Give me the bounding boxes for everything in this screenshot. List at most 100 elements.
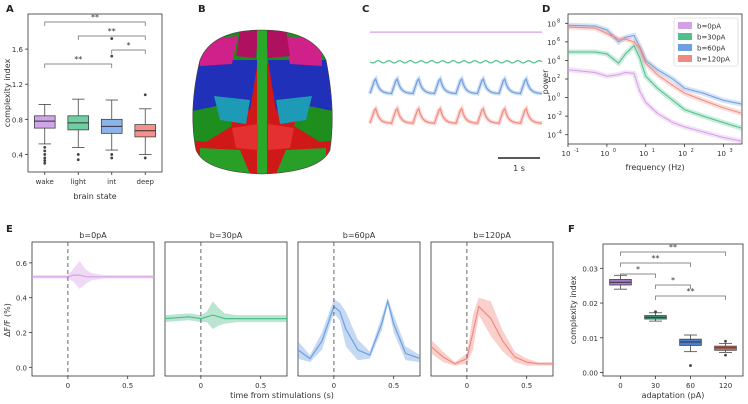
panel-d-power-spectrum: 10 -1 10 0 10 1 10 2 10 310 810 610 410 210 010 -210 -4 … [541,13,743,172]
panel-e-confidence-band [298,297,420,363]
panel-a-ylabel: complexity index [3,59,12,128]
panel-a-significance-bracket [44,21,146,26]
panel-letter-b: B [198,4,206,15]
panel-a-xtick-label: light [70,178,86,186]
panel-f-significance-label: ** [652,254,660,263]
panel-a-ytick-label: 1.6 [12,46,24,54]
panel-a-outlier [143,156,147,160]
panel-a-outlier [76,158,80,162]
panel-a-significance-label: ** [91,13,99,22]
panel-d-legend-label: b=0pA [697,23,721,31]
panel-a-outlier [43,159,47,162]
panel-c-trace [369,59,543,64]
panel-a-significance-bracket [77,35,146,40]
panel-f-ytick-label: 0.02 [582,300,598,308]
panel-a-xtick-label: deep [137,178,155,186]
panel-d-legend-box [673,17,739,67]
panel-letter-a: A [6,4,14,15]
panel-d-series-line [568,44,743,129]
panel-letter-c: C [362,4,369,15]
panel-e-subplot-frame [297,241,421,377]
panel-d-ylabel: power [541,69,550,94]
panel-d-xtick-exponent: -1 [574,148,579,154]
panel-f-xtick-label: 60 [686,382,695,390]
panel-a-outlier [43,161,47,165]
panel-d-xtick-label: 10 [639,150,648,158]
panel-f-significance-label: * [671,276,675,285]
panel-d-xtick-exponent: 1 [652,148,655,154]
panel-f-xtick-label: 0 [618,382,622,390]
panel-d-legend: b=0pA b=30pA b=60pA b=120pA [673,17,739,67]
panel-e-confidence-band [32,261,154,289]
panel-d-xtick-exponent: 2 [691,148,694,154]
panel-d-legend-swatch [678,44,692,51]
panel-d-ytick-exponent: 4 [557,55,560,61]
panel-e-subplot-title: b=120pA [473,231,511,240]
panel-d-ytick-exponent: 6 [557,37,560,43]
panel-f-significance-bracket [655,284,691,289]
panel-d-xtick-label: 10 [717,150,726,158]
panel-d-ytick-exponent: 0 [557,93,560,99]
panel-d-ytick-label: 10 [547,76,556,84]
panel-e-confidence-band [165,301,287,329]
panel-e-subplot-frame [164,241,288,377]
panel-a-box [33,115,56,129]
panel-f-ytick-label: 0.03 [582,265,598,273]
panel-a-significance-bracket [111,49,146,54]
panel-a-outlier [43,153,47,156]
panel-a-outlier [110,37,114,40]
panel-a-frame [27,13,163,173]
panel-a-outlier [110,153,114,156]
panel-f-frame [602,243,744,377]
panel-f-xtick-label: 120 [719,382,732,390]
panel-d-xtick-label: 10 [678,150,687,158]
panel-f-outlier [724,353,727,357]
panel-e-xtick-label: 0 [332,382,336,390]
panel-d-legend-swatch [678,22,692,29]
panel-d-series-line [567,69,743,142]
panel-e-mean-line [32,274,154,278]
panel-d-legend-label: b=30pA [697,34,726,42]
panel-f-xlabel: adaptation (pA) [642,391,705,400]
panel-letter-e: E [6,224,13,235]
panel-a-xlabel: brain state [73,192,116,201]
panel-d-ytick-label: 10 [547,20,556,28]
panel-d-ytick-exponent: -4 [557,130,562,136]
panel-e-ytick-label: 0.6 [16,260,28,268]
panel-e-xlabel: time from stimulations (s) [230,391,334,400]
panel-c-trace [369,77,543,95]
panel-a-outlier [110,54,114,58]
panel-e-ytick-label: 0.0 [16,364,27,372]
panel-e-xtick-label: 0 [66,382,70,390]
panel-f-significance-bracket [620,273,656,278]
panel-e-mean-line [164,314,287,320]
panel-d-legend-label: b=60pA [697,45,726,53]
panel-e-xtick-label: 0.5 [255,382,266,390]
panel-d-ytick-exponent: 8 [557,18,560,24]
panel-d-xlabel: frequency (Hz) [625,163,684,172]
panel-a-outlier [43,156,47,160]
panel-c-trace [369,107,543,124]
panel-e-subplot-title: b=0pA [79,231,107,240]
panel-e-stimulus-response: b=0pA 0 0.5 0.0 0.2 0.4 0.6 b=30pA 0 0.5 b=60pA 0 0.… [3,231,554,400]
panel-f-xtick-label: 30 [651,382,660,390]
panel-a-outlier [143,93,147,97]
panel-a-ytick-label: 0.4 [12,151,24,159]
panel-e-confidence-band [431,297,553,366]
panel-f-significance-label: ** [669,243,677,252]
panel-a-outlier [43,149,47,153]
panel-letter-f: F [568,224,575,235]
panel-f-ytick-label: 0.01 [582,335,598,343]
panel-a-significance-label: ** [74,55,82,64]
panel-d-ytick-exponent: -2 [557,111,562,117]
panel-e-xtick-label: 0 [465,382,469,390]
panel-a-outlier [110,156,114,160]
panel-c-scalebar-label: 1 s [513,164,525,173]
panel-f-ytick-label: 0.00 [582,370,598,378]
panel-d-ytick-label: 10 [547,132,556,140]
panel-d-series-line [567,24,743,105]
panel-e-subplot-frame [430,241,554,377]
panel-f-significance-bracket [655,295,726,300]
panel-f-outlier [654,310,657,314]
panel-f-significance-bracket [620,251,726,256]
